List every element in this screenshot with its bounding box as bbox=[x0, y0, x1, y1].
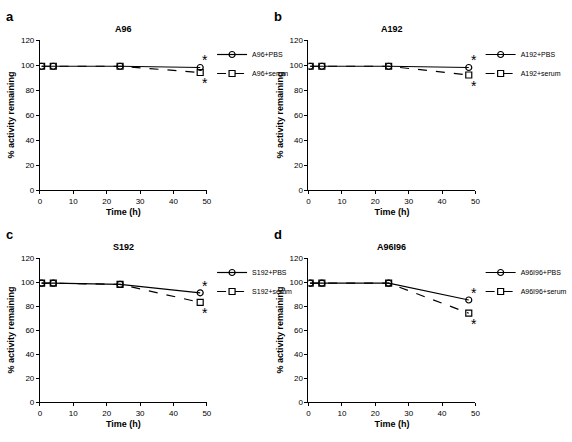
svg-text:0: 0 bbox=[298, 186, 303, 195]
svg-text:0: 0 bbox=[38, 197, 43, 206]
svg-text:80: 80 bbox=[294, 86, 303, 95]
svg-text:10: 10 bbox=[69, 197, 78, 206]
svg-text:20: 20 bbox=[102, 409, 111, 418]
svg-text:A96: A96 bbox=[115, 24, 132, 34]
svg-text:40: 40 bbox=[294, 136, 303, 145]
svg-text:100: 100 bbox=[290, 61, 304, 70]
svg-text:A192: A192 bbox=[381, 24, 403, 34]
svg-text:120: 120 bbox=[290, 36, 304, 45]
svg-text:120: 120 bbox=[21, 254, 35, 263]
svg-text:*: * bbox=[471, 316, 477, 332]
svg-text:80: 80 bbox=[294, 302, 303, 311]
svg-text:120: 120 bbox=[290, 254, 304, 263]
svg-text:0: 0 bbox=[306, 197, 311, 206]
svg-text:0: 0 bbox=[30, 186, 35, 195]
svg-text:*: * bbox=[202, 52, 208, 68]
svg-text:100: 100 bbox=[290, 278, 304, 287]
svg-text:20: 20 bbox=[25, 374, 34, 383]
svg-text:d: d bbox=[274, 227, 282, 242]
svg-text:*: * bbox=[471, 52, 477, 68]
svg-text:S192: S192 bbox=[113, 242, 134, 252]
svg-text:A96I96+PBS: A96I96+PBS bbox=[521, 269, 562, 276]
svg-text:60: 60 bbox=[25, 326, 34, 335]
svg-text:A96+serum: A96+serum bbox=[252, 70, 288, 77]
svg-text:40: 40 bbox=[294, 350, 303, 359]
svg-text:20: 20 bbox=[371, 409, 380, 418]
svg-text:30: 30 bbox=[136, 409, 145, 418]
svg-text:50: 50 bbox=[202, 197, 211, 206]
svg-text:0: 0 bbox=[38, 409, 43, 418]
svg-text:20: 20 bbox=[25, 161, 34, 170]
svg-text:A96I96+serum: A96I96+serum bbox=[521, 288, 567, 295]
svg-text:30: 30 bbox=[136, 197, 145, 206]
svg-text:120: 120 bbox=[21, 36, 35, 45]
svg-text:c: c bbox=[6, 227, 13, 242]
svg-text:Time (h): Time (h) bbox=[375, 419, 410, 429]
svg-text:100: 100 bbox=[21, 61, 35, 70]
svg-text:10: 10 bbox=[337, 409, 346, 418]
svg-text:20: 20 bbox=[294, 161, 303, 170]
svg-text:60: 60 bbox=[25, 111, 34, 120]
svg-text:0: 0 bbox=[306, 409, 311, 418]
svg-text:50: 50 bbox=[471, 409, 480, 418]
svg-text:50: 50 bbox=[202, 409, 211, 418]
svg-text:Time (h): Time (h) bbox=[375, 207, 410, 217]
svg-text:40: 40 bbox=[438, 197, 447, 206]
svg-text:*: * bbox=[471, 285, 477, 301]
svg-text:% activity remaining: % activity remaining bbox=[6, 286, 16, 373]
svg-text:% activity remaining: % activity remaining bbox=[275, 71, 285, 158]
svg-text:80: 80 bbox=[25, 302, 34, 311]
svg-text:80: 80 bbox=[25, 86, 34, 95]
svg-text:100: 100 bbox=[21, 278, 35, 287]
svg-text:*: * bbox=[202, 305, 208, 321]
svg-text:A192+serum: A192+serum bbox=[521, 70, 561, 77]
svg-text:% activity remaining: % activity remaining bbox=[275, 286, 285, 373]
svg-text:60: 60 bbox=[294, 111, 303, 120]
svg-text:A192+PBS: A192+PBS bbox=[521, 51, 556, 58]
svg-text:S192+serum: S192+serum bbox=[252, 288, 292, 295]
svg-text:S192+PBS: S192+PBS bbox=[252, 269, 287, 276]
svg-text:Time (h): Time (h) bbox=[106, 207, 141, 217]
svg-text:A96I96: A96I96 bbox=[377, 242, 406, 252]
svg-text:40: 40 bbox=[169, 409, 178, 418]
svg-text:0: 0 bbox=[30, 398, 35, 407]
svg-text:0: 0 bbox=[298, 398, 303, 407]
svg-text:20: 20 bbox=[102, 197, 111, 206]
svg-text:40: 40 bbox=[438, 409, 447, 418]
svg-text:60: 60 bbox=[294, 326, 303, 335]
svg-text:40: 40 bbox=[169, 197, 178, 206]
svg-text:20: 20 bbox=[294, 374, 303, 383]
svg-text:40: 40 bbox=[25, 136, 34, 145]
svg-text:20: 20 bbox=[371, 197, 380, 206]
svg-text:40: 40 bbox=[25, 350, 34, 359]
svg-text:*: * bbox=[202, 278, 208, 294]
svg-text:*: * bbox=[202, 75, 208, 91]
svg-text:a: a bbox=[6, 9, 14, 24]
svg-text:30: 30 bbox=[404, 409, 413, 418]
svg-text:A96+PBS: A96+PBS bbox=[252, 51, 283, 58]
svg-text:50: 50 bbox=[471, 197, 480, 206]
svg-text:Time (h): Time (h) bbox=[106, 419, 141, 429]
svg-text:% activity remaining: % activity remaining bbox=[6, 71, 16, 158]
svg-text:10: 10 bbox=[337, 197, 346, 206]
svg-text:10: 10 bbox=[69, 409, 78, 418]
svg-text:30: 30 bbox=[404, 197, 413, 206]
svg-text:*: * bbox=[471, 78, 477, 94]
svg-text:b: b bbox=[274, 9, 282, 24]
